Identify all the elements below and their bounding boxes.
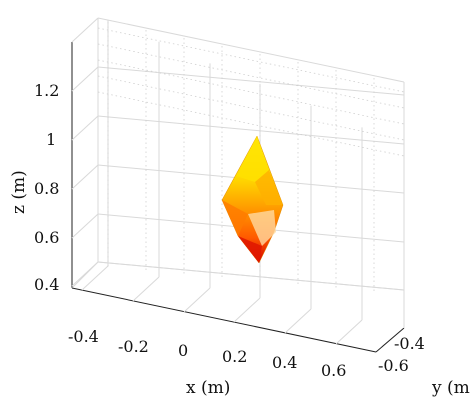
z-gridline <box>71 164 99 190</box>
y-tick-labels: -0.4 -0.6 <box>378 334 425 375</box>
x-axis-label: x (m) <box>186 378 230 398</box>
x-gridline <box>335 319 363 345</box>
x-tick-label: 0.4 <box>272 353 297 372</box>
y-tick-label: -0.6 <box>378 356 409 375</box>
diamond-surface-lower-face <box>248 210 276 246</box>
x-tick-label: 0 <box>178 341 188 360</box>
x-gridline <box>284 308 312 334</box>
diamond-surface-bottom-tip <box>238 236 262 263</box>
x-tick-labels: -0.4 -0.2 0 0.2 0.4 0.6 <box>68 327 346 380</box>
z-tick-label: 1 <box>46 130 56 149</box>
z-gridline <box>71 213 99 239</box>
x-gridline <box>132 276 160 302</box>
minor-gridline <box>97 59 405 125</box>
x-tick-label: 0.6 <box>321 361 346 380</box>
y-axis-label: y (m <box>431 378 470 398</box>
diamond-surface-upper-face <box>236 136 269 182</box>
z-tick-label: 0.4 <box>34 275 59 294</box>
z-gridline <box>71 261 99 287</box>
minor-gridline <box>97 27 405 93</box>
x-gridlines <box>81 20 363 345</box>
x-gridline <box>233 297 261 323</box>
x-tick-label: -0.2 <box>118 337 149 356</box>
x-tick-label: 0.2 <box>222 347 247 366</box>
y-tick-label: -0.4 <box>394 334 425 353</box>
z-gridline <box>71 66 99 92</box>
z-axis-label: z (m) <box>9 170 29 214</box>
z-gridline <box>97 115 405 145</box>
minor-gridline <box>97 91 405 157</box>
diamond-surface-left-face <box>222 200 248 236</box>
z-tick-label: 0.8 <box>34 179 59 198</box>
diamond-surface <box>221 135 284 264</box>
z-gridline <box>97 261 405 291</box>
minor-gridline <box>97 43 405 109</box>
z-tick-labels: 1.2 1 0.8 0.6 0.4 <box>34 81 59 294</box>
z-tick-label: 0.6 <box>34 228 59 247</box>
diamond-surface-right-face <box>255 170 283 205</box>
x-tick-label: -0.4 <box>68 327 99 346</box>
z-tick-label: 1.2 <box>34 81 59 100</box>
z-gridline <box>97 66 405 96</box>
z-gridline <box>71 115 99 141</box>
x-gridline <box>183 287 211 313</box>
x-gridline <box>81 265 109 291</box>
